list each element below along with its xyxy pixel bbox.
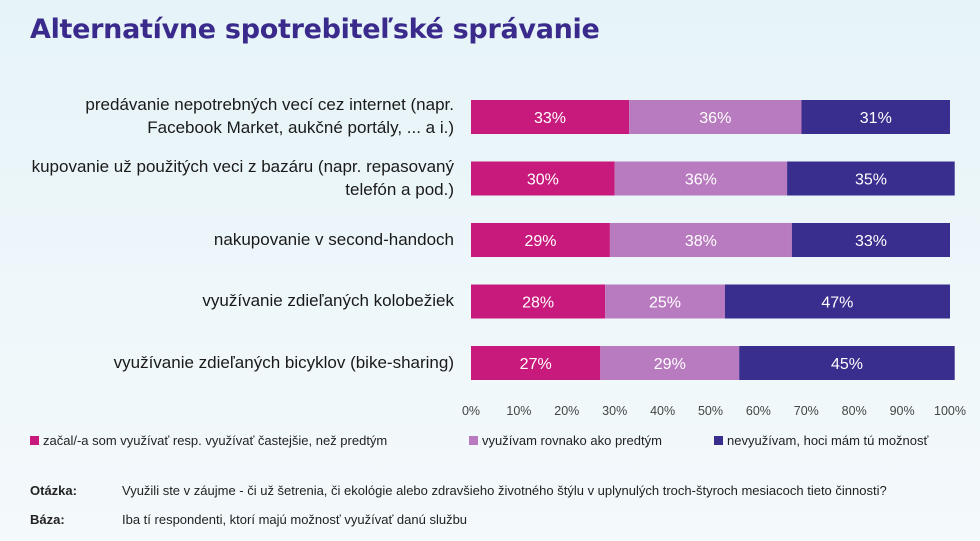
bar-segment — [724, 284, 950, 319]
data-label: 35% — [855, 172, 887, 189]
data-label: 38% — [685, 233, 717, 250]
bar-segment — [614, 161, 788, 196]
base-text: Iba tí respondenti, ktorí majú možnosť v… — [122, 512, 468, 527]
legend-label: nevyužívam, hoci mám tú možnosť — [727, 433, 929, 448]
data-label: 33% — [534, 110, 566, 127]
data-label: 45% — [831, 356, 863, 373]
data-label: 30% — [527, 172, 559, 189]
x-tick-label: 40% — [650, 404, 675, 418]
category-label-line: telefón a pod.) — [345, 179, 454, 199]
data-label: 33% — [855, 233, 887, 250]
category-label: využívanie zdieľaných bicyklov (bike-sha… — [0, 351, 454, 374]
bar-segment — [471, 100, 630, 134]
data-label: 29% — [524, 233, 556, 250]
data-label: 25% — [649, 295, 681, 312]
legend-swatch — [469, 436, 478, 445]
bar-segment — [605, 284, 725, 319]
data-label: 47% — [821, 295, 853, 312]
x-tick-label: 0% — [462, 404, 480, 418]
category-label-line: kupovanie už použitých veci z bazáru (na… — [31, 156, 454, 176]
data-label: 29% — [654, 356, 686, 373]
bar-segment — [471, 223, 610, 257]
x-tick-label: 20% — [554, 404, 579, 418]
category-label-line: využívanie zdieľaných bicyklov (bike-sha… — [113, 352, 454, 372]
category-label: využívanie zdieľaných kolobežiek — [0, 289, 454, 312]
legend-item: využívam rovnako ako predtým — [469, 433, 662, 448]
category-label-line: predávanie nepotrebných vecí cez interne… — [85, 95, 454, 114]
x-tick-label: 60% — [746, 404, 771, 418]
bar-segment — [471, 284, 606, 319]
bar-segment — [471, 346, 601, 380]
bar-segment — [609, 223, 792, 257]
category-label-line: Facebook Market, aukčné portály, ... a i… — [147, 118, 454, 137]
x-tick-label: 70% — [794, 404, 819, 418]
bar-segment — [739, 346, 955, 380]
x-tick-label: 30% — [602, 404, 627, 418]
bar-segment — [787, 161, 955, 196]
x-tick-label: 100% — [934, 404, 966, 418]
bar-segment — [600, 346, 740, 380]
x-tick-label: 80% — [842, 404, 867, 418]
x-tick-label: 90% — [890, 404, 915, 418]
data-label: 36% — [685, 172, 717, 189]
legend-label: začal/-a som využívať resp. využívať čas… — [43, 433, 388, 448]
bar-segment — [629, 100, 802, 134]
question-text: Využili ste v záujme - či už šetrenia, č… — [122, 483, 887, 498]
category-label: kupovanie už použitých veci z bazáru (na… — [0, 155, 454, 201]
x-tick-label: 50% — [698, 404, 723, 418]
data-label: 36% — [699, 110, 731, 127]
category-label-line: nakupovanie v second-handoch — [213, 229, 454, 249]
legend-label: využívam rovnako ako predtým — [482, 433, 662, 448]
bar-segment — [791, 223, 950, 257]
data-label: 27% — [520, 356, 552, 373]
category-label: nakupovanie v second-handoch — [0, 228, 454, 251]
bar-segment — [471, 161, 615, 196]
legend-item: začal/-a som využívať resp. využívať čas… — [30, 433, 387, 448]
base-label: Báza: — [30, 512, 65, 527]
legend-swatch — [714, 436, 723, 445]
data-label: 28% — [522, 295, 554, 312]
question-label: Otázka: — [30, 483, 77, 498]
legend-swatch — [30, 436, 39, 445]
category-label: predávanie nepotrebných vecí cez interne… — [0, 93, 454, 139]
page-title: Alternatívne spotrebiteľské správanie — [30, 14, 600, 45]
x-tick-label: 10% — [506, 404, 531, 418]
bar-segment — [801, 100, 950, 134]
stacked-bar-chart: 33% 36% 31% 30% 36% 35% 29% 38% 33% 28% 25% 47% 27% 2… — [462, 100, 966, 418]
legend-item: nevyužívam, hoci mám tú možnosť — [714, 433, 928, 448]
data-label: 31% — [860, 110, 892, 127]
category-label-line: využívanie zdieľaných kolobežiek — [202, 291, 454, 310]
